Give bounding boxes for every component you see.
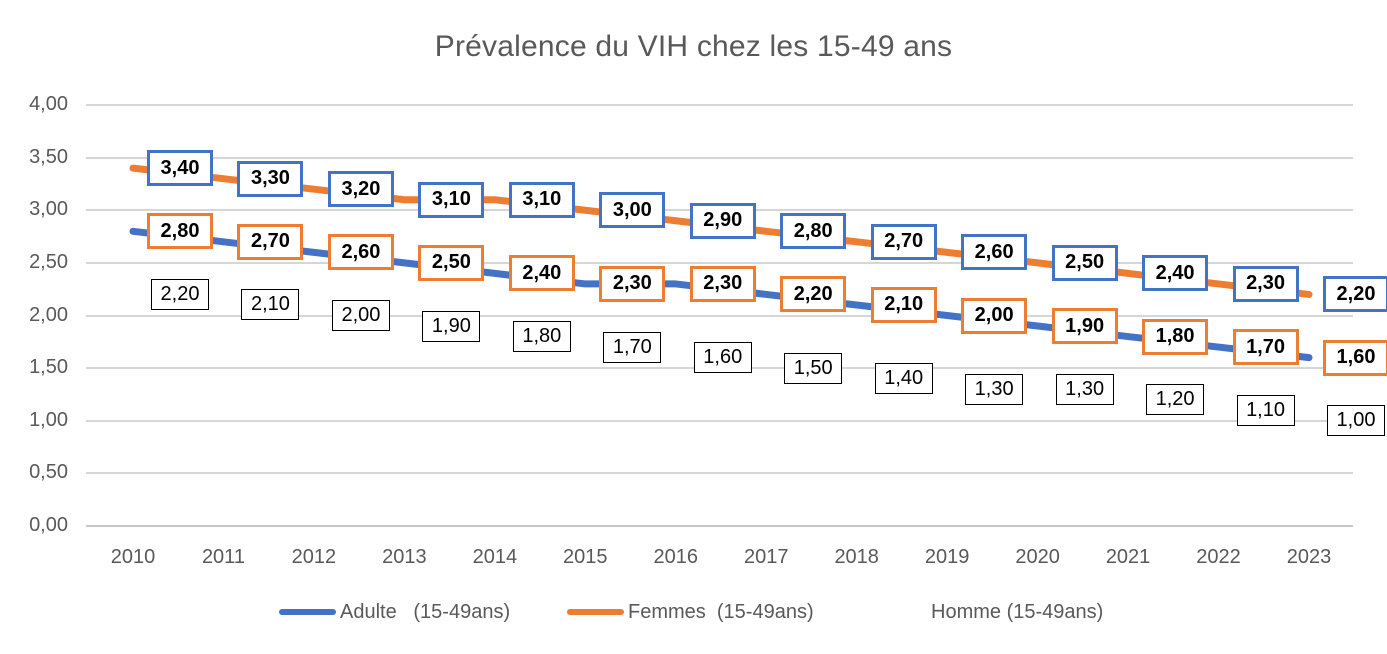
data-label: 2,20 bbox=[780, 276, 847, 313]
y-tick-label: 3,50 bbox=[29, 145, 68, 168]
data-label: 2,90 bbox=[689, 202, 756, 239]
data-label: 2,30 bbox=[689, 265, 756, 302]
legend-item: Adulte (15-49ans) bbox=[279, 599, 510, 625]
legend-label: Femmes (15-49ans) bbox=[628, 600, 814, 623]
legend-item: Homme (15-49ans) bbox=[870, 599, 1103, 625]
x-tick-label: 2019 bbox=[924, 546, 970, 568]
data-label: 2,10 bbox=[241, 289, 300, 321]
data-label: 1,60 bbox=[693, 342, 752, 374]
x-tick-label: 2022 bbox=[1196, 546, 1241, 568]
data-label: 3,20 bbox=[327, 171, 394, 208]
data-label: 2,50 bbox=[1051, 244, 1118, 281]
data-label: 2,10 bbox=[870, 286, 937, 323]
gridline bbox=[86, 472, 1353, 475]
data-label: 2,60 bbox=[961, 234, 1028, 271]
data-label: 1,30 bbox=[1055, 373, 1114, 405]
data-label: 1,70 bbox=[603, 331, 662, 363]
data-label: 2,30 bbox=[599, 265, 666, 302]
legend-item: Femmes (15-49ans) bbox=[567, 599, 814, 625]
data-label: 1,90 bbox=[422, 310, 481, 342]
data-label: 3,30 bbox=[237, 160, 304, 197]
data-label: 3,40 bbox=[147, 150, 213, 187]
data-label: 2,40 bbox=[508, 255, 575, 292]
data-label: 3,10 bbox=[418, 181, 485, 218]
data-label: 2,00 bbox=[331, 300, 390, 331]
x-tick-label: 2020 bbox=[1015, 546, 1060, 568]
gridline bbox=[86, 156, 1353, 159]
x-tick-label: 2014 bbox=[472, 546, 518, 568]
gridline bbox=[86, 261, 1353, 264]
line-swatch-icon bbox=[567, 609, 624, 615]
gridline bbox=[86, 419, 1353, 422]
gridline bbox=[86, 525, 1353, 527]
data-label: 1,60 bbox=[1323, 339, 1387, 376]
data-label: 2,60 bbox=[327, 234, 394, 271]
data-label: 1,00 bbox=[1327, 405, 1385, 437]
x-tick-label: 2016 bbox=[653, 546, 699, 568]
data-label: 2,70 bbox=[870, 223, 937, 260]
data-label: 2,20 bbox=[151, 278, 209, 310]
y-tick-label: 4,00 bbox=[29, 93, 68, 115]
y-tick-label: 2,50 bbox=[29, 250, 68, 273]
data-label: 1,30 bbox=[965, 373, 1024, 405]
data-label: 3,00 bbox=[599, 192, 666, 229]
chart-title: Prévalence du VIH chez les 15-49 ans bbox=[434, 30, 953, 63]
y-tick-label: 3,00 bbox=[29, 198, 68, 221]
x-tick-label: 2018 bbox=[834, 546, 879, 568]
gridline bbox=[86, 104, 1353, 106]
x-tick-label: 2017 bbox=[743, 546, 789, 568]
y-tick-label: 1,50 bbox=[29, 356, 68, 379]
y-tick-label: 1,00 bbox=[29, 408, 68, 431]
data-label: 2,00 bbox=[961, 297, 1028, 334]
data-label: 2,80 bbox=[147, 213, 213, 250]
data-label: 3,10 bbox=[508, 181, 575, 218]
x-tick-label: 2013 bbox=[382, 546, 427, 568]
x-tick-label: 2015 bbox=[563, 546, 608, 568]
data-label: 1,80 bbox=[512, 321, 571, 353]
line-swatch-icon bbox=[870, 609, 927, 615]
y-tick-label: 2,00 bbox=[29, 303, 68, 326]
y-tick-label: 0,00 bbox=[29, 514, 68, 536]
data-label: 2,50 bbox=[418, 244, 485, 281]
data-label: 1,90 bbox=[1051, 308, 1118, 345]
gridline bbox=[86, 314, 1353, 317]
x-tick-label: 2023 bbox=[1286, 546, 1332, 568]
data-label: 1,80 bbox=[1142, 318, 1209, 355]
data-label: 1,40 bbox=[874, 363, 933, 395]
data-label: 1,20 bbox=[1146, 384, 1205, 416]
data-label: 2,80 bbox=[780, 213, 847, 250]
x-tick-label: 2010 bbox=[110, 546, 156, 568]
data-label: 2,20 bbox=[1323, 276, 1387, 313]
x-tick-label: 2012 bbox=[291, 546, 337, 568]
y-tick-label: 0,50 bbox=[29, 461, 68, 484]
line-swatch-icon bbox=[279, 609, 336, 615]
data-label: 1,70 bbox=[1232, 329, 1299, 366]
data-label: 2,30 bbox=[1232, 265, 1299, 302]
legend-label: Homme (15-49ans) bbox=[931, 600, 1104, 623]
x-tick-label: 2011 bbox=[201, 546, 245, 568]
x-tick-label: 2021 bbox=[1105, 546, 1151, 568]
data-label: 2,40 bbox=[1142, 255, 1209, 292]
legend-label: Adulte (15-49ans) bbox=[340, 600, 511, 623]
data-label: 1,10 bbox=[1236, 394, 1295, 426]
data-label: 1,50 bbox=[784, 352, 843, 384]
data-label: 2,70 bbox=[237, 223, 304, 260]
